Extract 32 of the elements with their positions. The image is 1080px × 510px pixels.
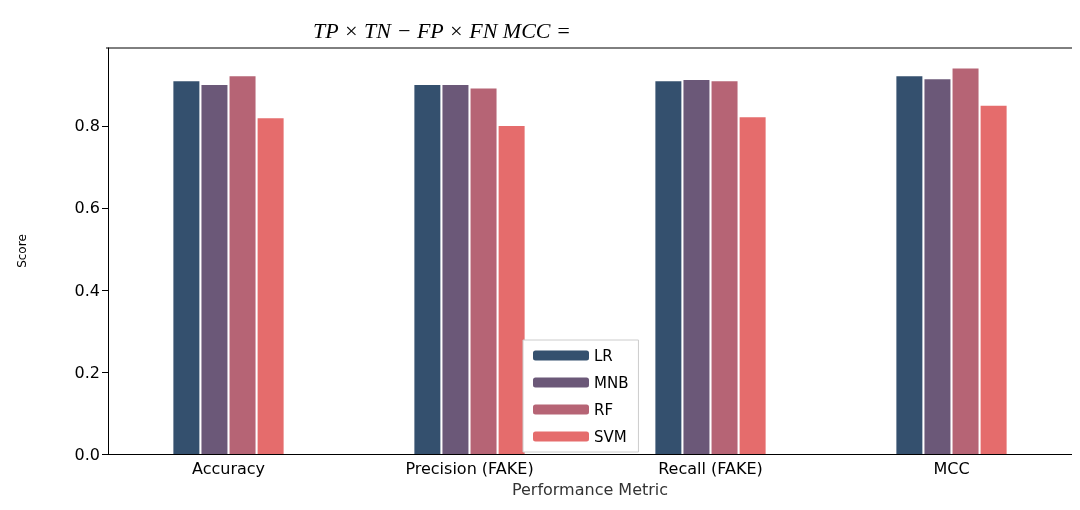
y-tick-label: 0.2	[74, 362, 100, 382]
bar	[896, 76, 923, 455]
y-tick-label: 0.4	[74, 280, 100, 300]
bar	[739, 117, 766, 455]
y-tick-label: 0.0	[74, 444, 100, 464]
bar	[952, 68, 979, 455]
chart-title: TP × TN − FP × FN MCC =	[313, 17, 571, 43]
x-axis-title: Performance Metric	[511, 479, 669, 499]
legend-label: LR	[594, 346, 613, 365]
bar	[414, 84, 441, 455]
x-tick-label: Precision (FAKE)	[405, 458, 534, 478]
x-tick-label: Recall (FAKE)	[658, 458, 763, 478]
bar	[655, 81, 682, 455]
bar	[498, 125, 525, 455]
x-tick-label: MCC	[933, 458, 970, 478]
y-tick-label: 0.6	[74, 198, 100, 218]
y-tick-label: 0.8	[74, 116, 100, 136]
bar	[229, 76, 256, 455]
bar	[980, 105, 1007, 455]
bar	[683, 80, 710, 455]
x-tick-label: Accuracy	[191, 458, 266, 478]
bar	[711, 81, 738, 455]
bar	[470, 88, 497, 455]
y-axis-title: Score	[15, 234, 29, 268]
legend-label: MNB	[594, 373, 629, 392]
legend-label: SVM	[594, 427, 627, 446]
bar	[173, 81, 200, 455]
bar	[257, 118, 284, 455]
legend-label: RF	[594, 400, 614, 419]
bar	[924, 79, 951, 455]
bar	[442, 84, 469, 455]
bar	[201, 84, 228, 455]
